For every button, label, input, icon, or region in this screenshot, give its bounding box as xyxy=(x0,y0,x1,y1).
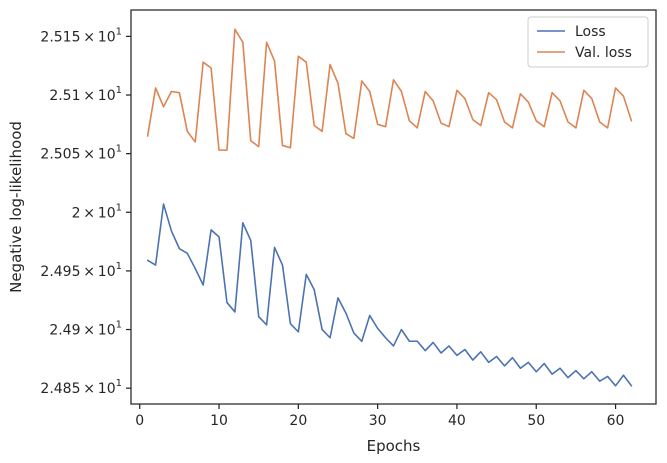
x-tick-label: 20 xyxy=(289,413,307,429)
x-axis-label: Epochs xyxy=(367,437,421,455)
y-tick-label: 2.505 × 101 xyxy=(40,144,122,163)
y-tick-label: 2.495 × 101 xyxy=(40,261,122,280)
series-layer xyxy=(146,28,633,387)
x-axis-ticks: 0 10 20 30 40 50 60 xyxy=(135,404,624,429)
x-tick-label: 50 xyxy=(527,413,545,429)
y-tick-label: 2.51 × 101 xyxy=(49,85,122,104)
legend: Loss Val. loss xyxy=(527,16,649,68)
series-line-val-loss xyxy=(146,28,633,151)
x-tick-label: 0 xyxy=(135,413,144,429)
plot-area xyxy=(131,10,656,404)
y-axis-label: Negative log-likelihood xyxy=(7,121,25,293)
x-tick-label: 30 xyxy=(369,413,387,429)
series-line-loss xyxy=(146,203,633,387)
y-tick-label: 2 × 101 xyxy=(72,202,122,221)
y-axis-ticks: 2.485 × 101 2.49 × 101 2.495 × 101 2 × 101 2… xyxy=(40,26,131,397)
x-tick-label: 40 xyxy=(448,413,466,429)
y-tick-label: 2.485 × 101 xyxy=(40,378,122,397)
legend-label: Loss xyxy=(575,24,606,40)
x-tick-label: 60 xyxy=(607,413,625,429)
legend-label: Val. loss xyxy=(575,45,632,61)
plot-frame xyxy=(130,9,657,405)
legend-frame xyxy=(527,16,649,68)
y-tick-label: 2.49 × 101 xyxy=(49,320,122,339)
y-tick-label: 2.515 × 101 xyxy=(40,26,122,45)
x-tick-label: 10 xyxy=(210,413,228,429)
